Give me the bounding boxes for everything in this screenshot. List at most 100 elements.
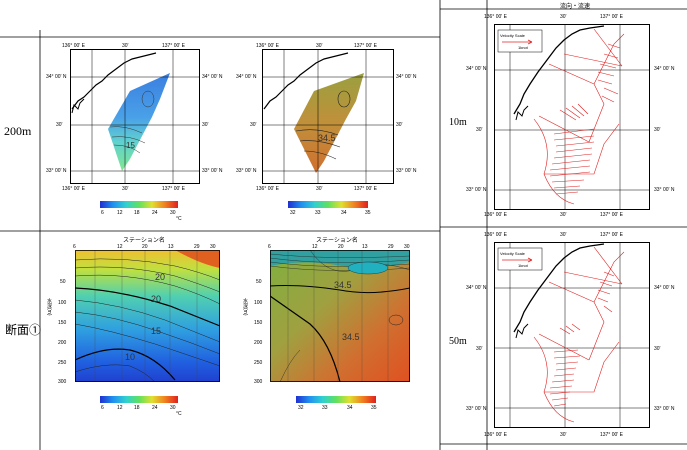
salinity-map-200m: 34.5 [262,49,394,184]
temp-map-contour-label: 15 [126,141,135,150]
ts-depth-2: 150 [58,320,67,326]
map1-lon-bottom-0: 136° 00' E [62,186,85,192]
cm1-lon-bottom-2: 137° 00' E [600,212,623,218]
current-legend-title-10m: Velocity Scale [500,33,526,38]
temperature-section-plot: 20 20 15 10 [74,250,221,383]
map1-lat-right-0: 34° 00' N [202,74,223,80]
salinity-map-svg: 34.5 [262,49,394,184]
cm2-lon-bottom-2: 137° 00' E [600,432,623,438]
scb1-tick-3: 35 [365,210,371,216]
map2-lon-top-2: 137° 00' E [354,43,377,49]
scb2-tick-2: 34 [347,405,353,411]
ts-depth-3: 200 [58,340,67,346]
ss-depth-4: 250 [254,360,263,366]
current-vectors-50m [533,246,625,423]
temperature-map-svg: 15 [70,49,200,184]
ts-station-3: 13 [168,244,174,250]
ss-station-3: 13 [362,244,368,250]
scb1-tick-2: 34 [341,210,347,216]
tcb1-tick-2: 18 [134,210,140,216]
tcb1-tick-4: 30 [170,210,176,216]
ss-contour-label-1: 34.5 [342,332,360,342]
cm1-lon-top-0: 136° 00' E [484,14,507,20]
ts-depth-1: 100 [58,300,67,306]
ss-station-0: 6 [268,244,271,250]
scb1-tick-0: 32 [290,210,296,216]
ts-depth-5: 300 [58,379,67,385]
ss-station-2: 20 [338,244,344,250]
ss-depth-1: 100 [254,300,263,306]
temperature-section-svg: 20 20 15 10 [74,250,221,383]
salinity-section-svg: 34.5 34.5 [269,249,411,383]
ss-depth-0: 50 [256,279,262,285]
temperature-colorbar-map [100,201,178,208]
scb2-tick-1: 33 [322,405,328,411]
cm2-lat-left-0: 34° 00' N [466,285,487,291]
ts-station-0: 6 [73,244,76,250]
map2-lon-bottom-0: 136° 00' E [256,186,279,192]
tcb2-tick-0: 6 [101,405,104,411]
ss-station-4: 29 [388,244,394,250]
tcb2-unit: °C [176,411,182,417]
salinity-colorbar-section [296,396,376,403]
salinity-colorbar-map [288,201,368,208]
map1-lon-top-1: 30' [122,43,129,49]
ts-station-5: 30 [210,244,216,250]
map2-lat-left-1: 30' [250,122,257,128]
map1-lon-bottom-1: 30' [122,186,129,192]
map1-lon-bottom-2: 137° 00' E [162,186,185,192]
ss-depth-axis-label: 水深(m) [242,298,248,316]
depth-10-label: 10m [449,117,467,128]
cm2-lon-bottom-1: 30' [560,432,567,438]
scb2-tick-0: 32 [298,405,304,411]
ts-depth-axis-label: 水深(m) [46,298,52,316]
cm2-lat-left-1: 30' [476,346,483,352]
tcb2-tick-2: 18 [134,405,140,411]
current-map-10m: Velocity Scale 1knot [494,24,650,210]
tcb1-tick-0: 6 [101,210,104,216]
ss-depth-3: 200 [254,340,263,346]
cm2-lat-right-0: 34° 00' N [654,285,675,291]
map2-lon-bottom-1: 30' [316,186,323,192]
temperature-map-200m: 15 [70,49,200,184]
current-map-50m-svg: Velocity Scale 1knot [494,242,650,428]
ts-contour-label-2: 15 [151,326,161,336]
current-legend-unit-50m: 1knot [518,263,529,268]
depth-50-label: 50m [449,336,467,347]
map1-lon-top-2: 137° 00' E [162,43,185,49]
salinity-section-plot: 34.5 34.5 [269,249,411,383]
cm1-lat-right-1: 30' [654,127,661,133]
cm1-lon-bottom-0: 136° 00' E [484,212,507,218]
section-1-label: 断面① [5,323,42,337]
ss-station-5: 30 [404,244,410,250]
cm1-lon-bottom-1: 30' [560,212,567,218]
ss-depth-2: 150 [254,320,263,326]
map1-lat-left-1: 30' [56,122,63,128]
map2-lon-top-1: 30' [316,43,323,49]
sal-section-title: ステーション名 [316,238,358,244]
tcb1-tick-3: 24 [152,210,158,216]
map2-lat-left-2: 33° 00' N [236,168,257,174]
map2-lon-bottom-2: 137° 00' E [354,186,377,192]
ss-station-1: 12 [312,244,318,250]
temperature-colorbar-section [100,396,178,403]
map2-lon-top-0: 136° 00' E [256,43,279,49]
cm2-lon-top-2: 137° 00' E [600,232,623,238]
current-legend-unit-10m: 1knot [518,45,529,50]
ss-depth-5: 300 [254,379,263,385]
ts-depth-0: 50 [60,279,66,285]
map1-lat-left-2: 33° 00' N [46,168,67,174]
map1-lat-right-2: 33° 00' N [202,168,223,174]
map1-lat-right-1: 30' [202,122,209,128]
temp-section-title: ステーション名 [123,238,165,244]
depth-200-label: 200m [4,124,32,138]
cm1-lon-top-1: 30' [560,14,567,20]
ts-contour-label-3: 10 [125,352,135,362]
tcb1-tick-1: 12 [117,210,123,216]
ts-depth-4: 250 [58,360,67,366]
scb2-tick-3: 35 [371,405,377,411]
currents-title: 流向・流速 [560,4,591,10]
cm1-lat-left-1: 30' [476,127,483,133]
cm1-lat-right-0: 34° 00' N [654,66,675,72]
cm2-lat-right-1: 30' [654,346,661,352]
